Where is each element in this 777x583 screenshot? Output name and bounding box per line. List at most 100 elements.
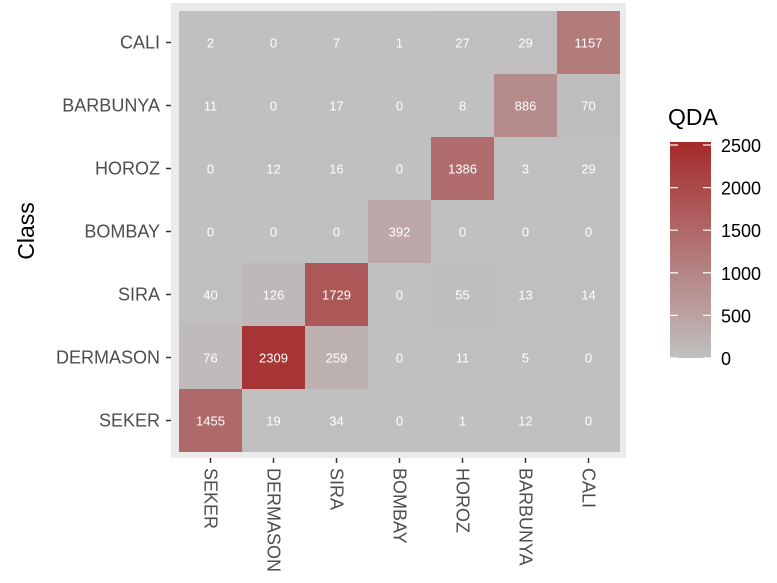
heatmap-cell (368, 74, 431, 137)
heatmap-cell (368, 326, 431, 389)
heatmap-cell (368, 389, 431, 452)
x-tick-label: BARBUNYA (516, 468, 536, 566)
cell-value-label: 16 (329, 162, 343, 177)
heatmap-cell (305, 263, 368, 326)
legend-tick-label: 500 (721, 306, 751, 326)
legend-tick-label: 1500 (721, 221, 761, 241)
cell-value-label: 0 (270, 36, 277, 51)
heatmap-cell (431, 326, 494, 389)
legend-colorbar (670, 142, 711, 358)
heatmap-cell (494, 137, 557, 200)
cell-value-label: 8 (459, 99, 466, 114)
heatmap-cell (305, 137, 368, 200)
heatmap-cell (431, 11, 494, 74)
cell-value-label: 0 (396, 414, 403, 429)
cell-value-label: 259 (326, 351, 348, 366)
x-axis: SEKER DERMASON SIRA BOMBAY HOROZ BARBUNYA CALI (201, 458, 599, 572)
cell-value-label: 1 (396, 36, 403, 51)
cell-value-label: 0 (396, 99, 403, 114)
y-tick-label: CALI (120, 33, 160, 53)
cell-value-label: 0 (270, 225, 277, 240)
cell-value-label: 1386 (448, 162, 477, 177)
heatmap-cell (242, 137, 305, 200)
cell-value-label: 76 (203, 351, 217, 366)
heatmap-cell (494, 326, 557, 389)
heatmap-cell (494, 11, 557, 74)
cell-value-label: 11 (204, 99, 218, 114)
cell-value-label: 27 (455, 36, 469, 51)
x-tick-label: CALI (579, 468, 599, 508)
heatmap-cell (431, 389, 494, 452)
x-tick-label: SEKER (201, 468, 221, 529)
cell-value-label: 0 (459, 225, 466, 240)
heatmap-cell (179, 263, 242, 326)
x-tick-label: DERMASON (264, 468, 284, 572)
heatmap-cell (179, 74, 242, 137)
heatmap-cells (179, 11, 620, 452)
heatmap-cell (305, 389, 368, 452)
legend-title: QDA (668, 104, 719, 130)
heatmap-cell (242, 11, 305, 74)
heatmap-cell (431, 137, 494, 200)
heatmap-cell (494, 389, 557, 452)
cell-value-label: 0 (396, 162, 403, 177)
cell-value-label: 0 (207, 162, 214, 177)
y-axis: SEKER DERMASON SIRA BOMBAY HOROZ BARBUNYA CALI (56, 33, 171, 431)
legend-ticks: 0 500 1000 1500 2000 2500 (670, 136, 761, 369)
cell-value-label: 12 (518, 414, 532, 429)
heatmap-cell (557, 11, 620, 74)
heatmap-cell (179, 137, 242, 200)
x-tick-label: HOROZ (453, 468, 473, 533)
cell-value-label: 1455 (196, 414, 225, 429)
heatmap-cell (557, 200, 620, 263)
y-tick-label: BOMBAY (84, 222, 160, 242)
cell-value-label: 3 (522, 162, 529, 177)
heatmap-cell (242, 200, 305, 263)
cell-value-label: 12 (266, 162, 280, 177)
heatmap-cell (179, 200, 242, 263)
heatmap-cell (179, 389, 242, 452)
cell-value-label: 886 (515, 99, 537, 114)
cell-value-label: 5 (522, 351, 529, 366)
cell-value-label: 14 (581, 288, 595, 303)
heatmap-cell (557, 326, 620, 389)
legend-tick-label: 2000 (721, 179, 761, 199)
cell-value-label: 0 (270, 99, 277, 114)
heatmap-cell (242, 263, 305, 326)
cell-value-label: 126 (263, 288, 285, 303)
heatmap-cell (557, 74, 620, 137)
heatmap-cell (494, 263, 557, 326)
y-axis-title: Class (13, 202, 39, 260)
heatmap-cell (179, 326, 242, 389)
heatmap-cell (431, 200, 494, 263)
cell-value-label: 70 (581, 99, 595, 114)
heatmap-cell (368, 263, 431, 326)
heatmap-cell (431, 263, 494, 326)
cell-value-label: 0 (585, 414, 592, 429)
cell-value-label: 11 (456, 351, 470, 366)
heatmap-cell (368, 11, 431, 74)
cell-value-label: 29 (581, 162, 595, 177)
cell-value-label: 392 (389, 225, 411, 240)
cell-value-label: 19 (266, 414, 280, 429)
cell-value-labels: 1455 19 34 0 1 12 076 2309 259 0 11 5 040 126 1729 0 55 1… (196, 36, 602, 429)
cell-value-label: 0 (333, 225, 340, 240)
legend-tick-label: 1000 (721, 264, 761, 284)
cell-value-label: 55 (455, 288, 469, 303)
y-tick-label: SIRA (118, 285, 160, 305)
cell-value-label: 1729 (322, 288, 351, 303)
heatmap-cell (557, 137, 620, 200)
heatmap-cell (305, 11, 368, 74)
cell-value-label: 29 (518, 36, 532, 51)
cell-value-label: 1 (459, 414, 466, 429)
heatmap-cell (431, 74, 494, 137)
cell-value-label: 40 (203, 288, 217, 303)
x-tick-label: SIRA (327, 468, 347, 510)
cell-value-label: 2309 (259, 351, 288, 366)
heatmap-cell (557, 263, 620, 326)
heatmap-cell (494, 200, 557, 263)
cell-value-label: 0 (585, 225, 592, 240)
heatmap-cell (557, 389, 620, 452)
cell-value-label: 13 (518, 288, 532, 303)
y-tick-label: SEKER (99, 411, 160, 431)
